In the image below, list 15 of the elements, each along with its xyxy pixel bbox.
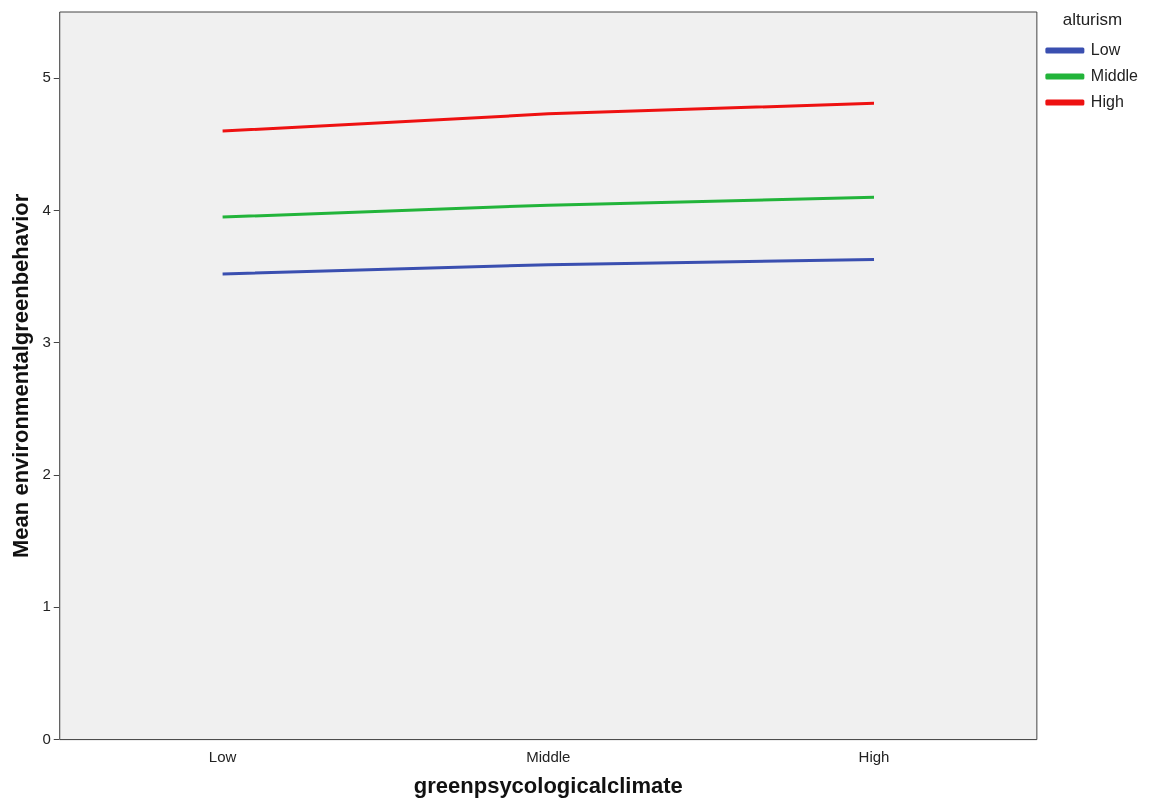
- x-tick-label: High: [858, 747, 890, 765]
- y-tick-label: 3: [42, 332, 51, 350]
- x-tick-label: Low: [208, 747, 237, 765]
- y-tick-label: 4: [42, 200, 51, 218]
- y-tick-label: 0: [42, 729, 51, 747]
- y-axis-title: Mean environmentalgreenbehavior: [8, 193, 34, 558]
- x-axis-title: greenpsycologicalclimate: [413, 772, 683, 798]
- legend-label: Middle: [1090, 66, 1139, 84]
- y-tick-label: 2: [42, 465, 51, 483]
- y-tick-label: 5: [42, 68, 51, 86]
- x-tick-label: Middle: [526, 747, 571, 765]
- legend-label: Low: [1090, 40, 1121, 58]
- y-tick-label: 1: [42, 597, 51, 615]
- legend-label: High: [1090, 92, 1124, 110]
- legend-title: alturism: [1062, 10, 1123, 30]
